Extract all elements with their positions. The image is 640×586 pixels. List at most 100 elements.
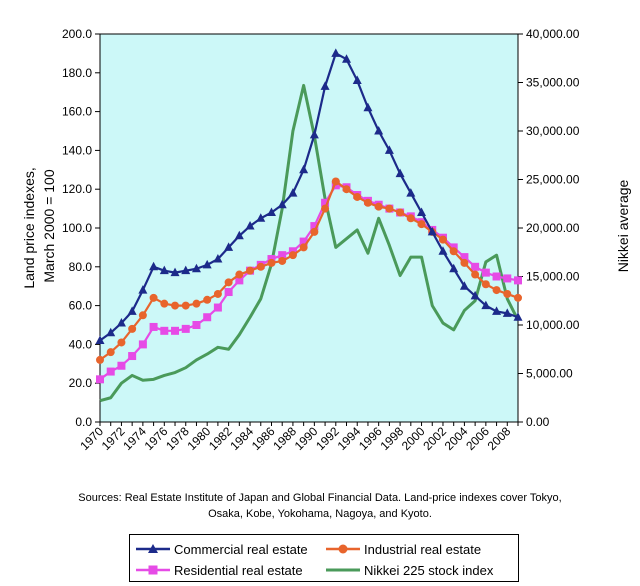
left-axis-tick-label: 120.0 [62, 182, 92, 196]
data-point-circle [117, 338, 126, 347]
data-point-circle [256, 262, 265, 271]
data-point-square [160, 326, 169, 335]
left-axis-tick-label: 180.0 [62, 66, 92, 80]
legend-line-circle-icon [326, 544, 360, 554]
series-commercial-real-estate [95, 48, 523, 345]
data-point-triangle [127, 306, 137, 315]
right-axis-tick-label: 25,000.00 [526, 173, 580, 187]
data-point-triangle [352, 75, 362, 85]
data-point-circle [331, 177, 340, 186]
right-axis-tick-label: 30,000.00 [526, 124, 580, 138]
data-point-triangle [492, 306, 502, 315]
legend-item-commercial: Commercial real estate [136, 539, 308, 559]
left-axis-tick-label: 20.0 [69, 376, 93, 390]
data-point-square [224, 288, 233, 297]
data-point-circle [460, 258, 469, 267]
data-point-triangle [170, 267, 180, 277]
legend-item-industrial: Industrial real estate [326, 539, 481, 559]
data-point-triangle [320, 81, 330, 90]
right-axis-tick-label: 40,000.00 [526, 27, 580, 41]
right-axis-tick-label: 35,000.00 [526, 76, 580, 90]
data-point-circle [503, 289, 512, 298]
data-point-square [106, 367, 115, 376]
left-axis-tick-label: 200.0 [62, 27, 92, 41]
right-axis-tick-label: 15,000.00 [526, 270, 580, 284]
data-point-circle [310, 227, 319, 236]
data-point-square [117, 361, 126, 370]
data-point-square [138, 340, 147, 349]
data-point-triangle [213, 254, 223, 263]
data-point-triangle [277, 199, 287, 209]
data-point-triangle [427, 226, 437, 236]
data-point-square [310, 222, 319, 231]
data-point-square [503, 274, 512, 283]
data-point-circle [471, 270, 480, 279]
data-point-triangle [309, 129, 319, 139]
data-point-triangle [438, 246, 448, 255]
source-note-line-1: Sources: Real Estate Institute of Japan … [78, 492, 562, 504]
data-point-square [171, 326, 180, 335]
data-point-circle [181, 301, 190, 310]
source-note-line-2: Osaka, Kobe, Yokohama, Nagoya, and Kyoto… [208, 508, 432, 520]
data-point-triangle [406, 188, 416, 197]
data-point-triangle [470, 290, 480, 300]
legend-line-triangle-icon [136, 544, 170, 553]
data-point-circle [481, 280, 490, 289]
data-point-triangle [384, 145, 394, 154]
data-point-square [321, 198, 330, 207]
data-point-triangle [288, 188, 298, 197]
series-line [99, 180, 519, 361]
legend: Commercial real estate Industrial real e… [129, 534, 519, 582]
data-point-triangle [224, 242, 234, 251]
data-point-circle [106, 348, 115, 357]
data-point-square [149, 322, 158, 331]
legend-label: Nikkei 225 stock index [364, 562, 494, 578]
left-axis-tick-label: 60.0 [69, 299, 93, 313]
data-point-square [460, 253, 469, 262]
data-point-triangle [266, 207, 276, 216]
data-point-triangle [95, 335, 105, 345]
data-point-square [481, 268, 490, 277]
data-point-square [471, 262, 480, 271]
data-point-circle [417, 220, 426, 229]
plot-area [99, 33, 519, 423]
left-y-axis-title-line-2: March 2000 = 100 [41, 169, 57, 282]
right-axis-tick-label: 5,000.00 [526, 367, 573, 381]
data-point-circle [449, 247, 458, 256]
data-point-triangle [116, 318, 126, 327]
right-axis-tick-label: 0.00 [526, 415, 550, 429]
data-point-circle [160, 299, 169, 308]
data-point-circle [363, 198, 372, 207]
data-point-triangle [138, 285, 148, 294]
data-point-triangle [149, 261, 159, 271]
right-y-axis-title: Nikkei average [615, 179, 631, 272]
left-axis-tick-label: 40.0 [69, 337, 93, 351]
data-point-triangle [395, 168, 405, 178]
data-point-circle [438, 235, 447, 244]
data-point-triangle [417, 207, 427, 216]
data-point-circle [374, 202, 383, 211]
data-point-triangle [374, 126, 384, 135]
data-point-circle [385, 204, 394, 213]
data-point-circle [192, 299, 201, 308]
data-point-triangle [342, 54, 352, 63]
data-point-square [192, 321, 201, 329]
data-point-triangle [202, 259, 212, 269]
data-point-circle [96, 355, 104, 364]
data-point-circle [171, 301, 180, 310]
data-point-circle [299, 243, 308, 252]
data-point-triangle [449, 263, 459, 273]
data-point-circle [267, 258, 276, 267]
data-point-triangle [256, 213, 266, 222]
data-point-square [213, 303, 222, 312]
series-nikkei-225-stock-index [99, 83, 520, 403]
data-point-circle [278, 256, 287, 265]
data-point-triangle [502, 308, 512, 317]
right-axis-tick-label: 10,000.00 [526, 318, 580, 332]
data-point-circle [342, 185, 351, 194]
legend-item-residential: Residential real estate [136, 560, 303, 580]
data-point-circle [235, 270, 244, 279]
data-point-circle [353, 192, 362, 201]
data-point-triangle [191, 263, 201, 273]
data-point-square [181, 324, 190, 333]
